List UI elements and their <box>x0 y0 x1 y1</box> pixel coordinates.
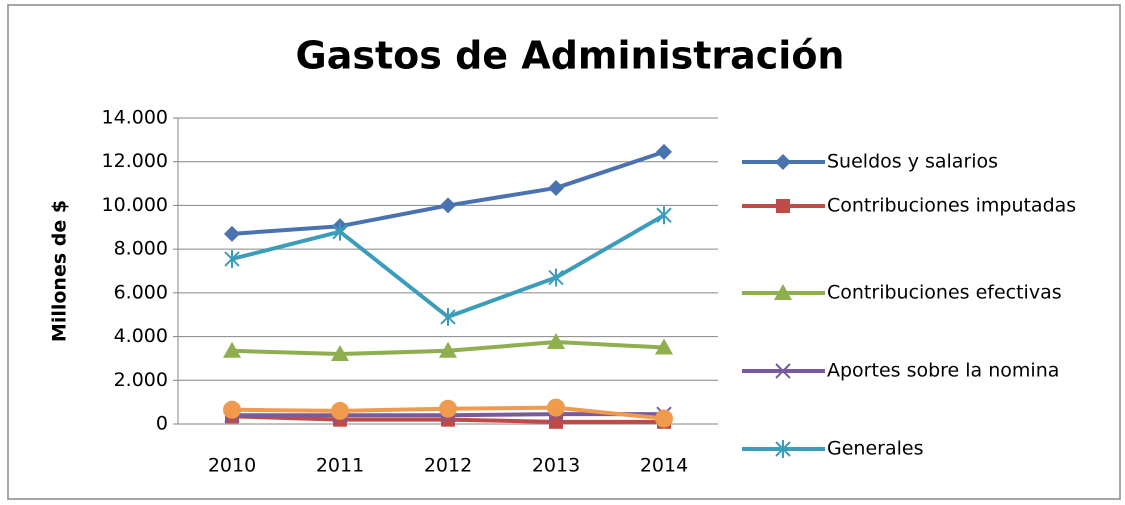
chart-border <box>7 4 1121 500</box>
y-tick-label: 10.000 <box>102 194 168 216</box>
x-tick-label: 2010 <box>208 455 256 477</box>
legend-marker <box>775 363 791 379</box>
data-point <box>549 414 563 429</box>
data-point <box>439 341 457 358</box>
legend-marker <box>776 199 790 213</box>
data-point <box>547 333 565 350</box>
legend-label: Contribuciones imputadas <box>827 195 1076 217</box>
data-point <box>547 398 565 417</box>
data-point <box>331 401 349 420</box>
data-point <box>656 206 672 225</box>
y-tick-label: 8.000 <box>114 238 168 260</box>
y-tick-label: 14.000 <box>102 107 168 129</box>
legend-marker <box>775 154 791 170</box>
data-point <box>440 197 456 214</box>
x-tick-label: 2013 <box>532 455 580 477</box>
y-axis-title: Millones de $ <box>49 200 71 342</box>
y-tick-label: 0 <box>156 413 168 435</box>
y-tick-label: 4.000 <box>114 325 168 347</box>
legend-label: Sueldos y salarios <box>827 151 998 173</box>
data-point <box>655 409 673 428</box>
data-point <box>331 345 349 362</box>
chart-title: Gastos de Administración <box>296 34 845 78</box>
x-tick-label: 2014 <box>640 455 688 477</box>
data-point <box>440 307 456 326</box>
data-point <box>223 341 241 358</box>
legend-label: Contribuciones efectivas <box>827 282 1062 304</box>
y-tick-label: 12.000 <box>102 150 168 172</box>
legend-label: Aportes sobre la nomina <box>827 360 1059 382</box>
legend-marker <box>775 440 791 458</box>
legend-label: Generales <box>827 438 923 460</box>
x-tick-label: 2012 <box>424 455 472 477</box>
y-tick-label: 2.000 <box>114 369 168 391</box>
y-tick-label: 6.000 <box>114 281 168 303</box>
data-point <box>548 179 564 196</box>
data-point <box>224 249 240 268</box>
data-point <box>548 268 564 287</box>
data-point <box>656 143 672 160</box>
data-point <box>439 399 457 418</box>
data-point <box>332 222 348 241</box>
data-point <box>223 400 241 419</box>
x-tick-label: 2011 <box>316 455 364 477</box>
legend-marker <box>774 284 792 300</box>
data-point <box>655 338 673 355</box>
data-point <box>224 225 240 242</box>
